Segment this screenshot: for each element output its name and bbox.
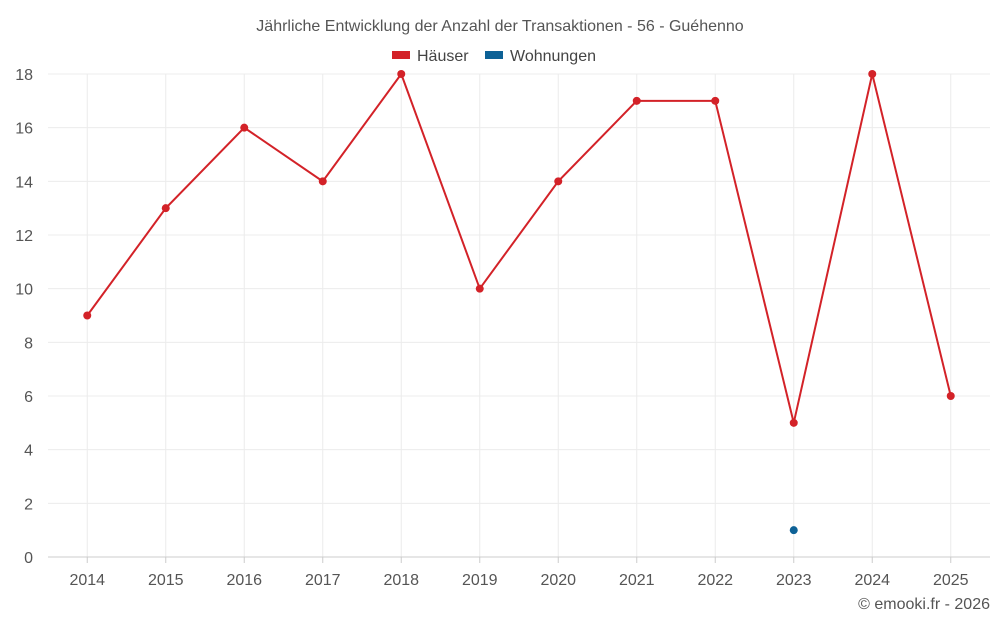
y-tick-label: 4 [24, 443, 33, 460]
data-point-houses[interactable] [318, 177, 327, 186]
series-line-houses [86, 71, 952, 424]
plot-area [83, 70, 955, 535]
legend-label-apartments: Wohnungen [510, 48, 596, 65]
data-point-houses[interactable] [711, 96, 720, 105]
x-tick-label: 2020 [540, 572, 576, 589]
y-tick-label: 12 [15, 228, 33, 245]
data-point-houses[interactable] [632, 96, 641, 105]
legend-swatch-apartments [485, 51, 503, 59]
chart-title: Jährliche Entwicklung der Anzahl der Tra… [256, 18, 744, 35]
x-tick-label: 2016 [226, 572, 262, 589]
data-point-apartments[interactable] [789, 526, 798, 535]
y-tick-label: 16 [15, 121, 33, 138]
data-point-houses[interactable] [868, 70, 877, 78]
data-point-houses[interactable] [161, 204, 170, 213]
x-tick-label: 2015 [148, 572, 184, 589]
x-tick-label: 2018 [383, 572, 419, 589]
legend-label-houses: Häuser [417, 48, 469, 65]
y-tick-label: 8 [24, 335, 33, 352]
x-tick-label: 2017 [305, 572, 341, 589]
data-point-houses[interactable] [240, 123, 249, 132]
x-tick-label: 2024 [854, 572, 890, 589]
y-tick-label: 6 [24, 389, 33, 406]
y-tick-label: 10 [15, 282, 33, 299]
y-tick-label: 18 [15, 67, 33, 84]
data-point-houses[interactable] [475, 284, 484, 293]
legend-swatch-houses [392, 51, 410, 59]
data-point-houses[interactable] [397, 70, 406, 78]
axes: 0 2 4 6 8 10 12 14 16 18 2014 2015 2016 2017 2018 2019 2… [15, 67, 990, 589]
x-tick-label: 2022 [697, 572, 733, 589]
data-point-houses[interactable] [789, 418, 798, 427]
x-tick-label: 2021 [619, 572, 655, 589]
y-tick-label: 14 [15, 174, 33, 191]
data-point-houses[interactable] [946, 392, 955, 400]
x-tick-label: 2019 [462, 572, 498, 589]
x-tick-label: 2023 [776, 572, 812, 589]
legend-item-apartments[interactable]: Wohnungen [485, 48, 596, 65]
y-tick-label: 2 [24, 496, 33, 513]
legend-item-houses[interactable]: Häuser [392, 48, 469, 65]
y-tick-label: 0 [24, 550, 33, 567]
legend: Häuser Wohnungen [392, 48, 596, 65]
credit-text: © emooki.fr - 2026 [858, 596, 990, 613]
x-tick-label: 2025 [933, 572, 969, 589]
data-point-houses[interactable] [83, 311, 92, 320]
grid [48, 73, 990, 557]
x-tick-label: 2014 [69, 572, 105, 589]
data-point-houses[interactable] [554, 177, 563, 186]
